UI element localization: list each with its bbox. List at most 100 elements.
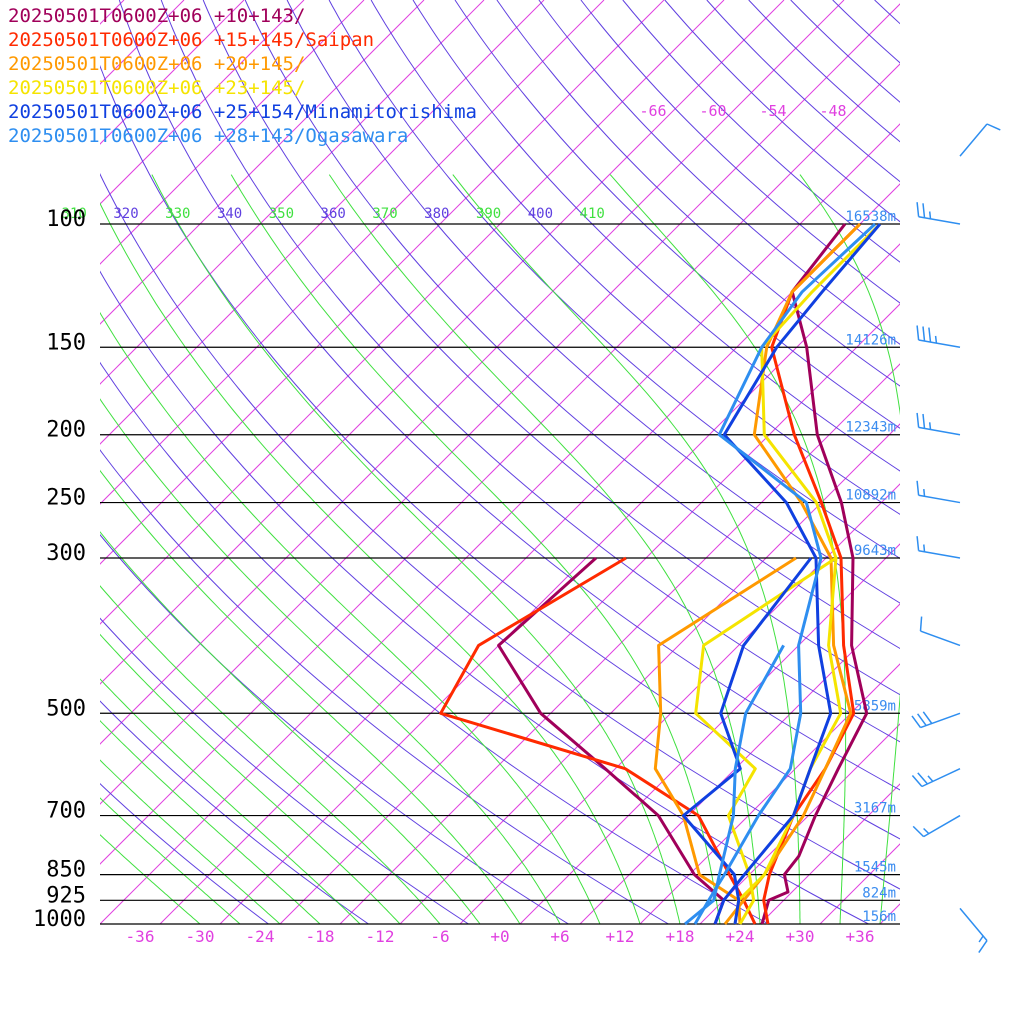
moist-adiabat-line <box>100 469 521 924</box>
isotherm-line <box>219 243 900 924</box>
dry-adiabat-line <box>328 0 900 559</box>
dewpoint-line <box>497 556 726 925</box>
dry-adiabat-line <box>100 449 669 924</box>
isotherm-line <box>100 3 900 805</box>
dry-adiabat-line <box>286 0 900 604</box>
x-tick-label: +18 <box>666 927 695 946</box>
theta-label: 410 <box>580 206 605 222</box>
pressure-label: 250 <box>46 486 86 511</box>
isotherm-line <box>100 0 425 325</box>
theta-label: 400 <box>528 206 553 222</box>
dry-adiabat-line <box>454 0 900 429</box>
dry-adiabat-line <box>100 700 369 924</box>
dry-adiabat-line <box>160 0 900 743</box>
isotherm-line <box>639 663 900 924</box>
moist-adiabat-line <box>230 174 721 924</box>
wind-barb <box>911 768 961 788</box>
series-5 <box>684 222 877 926</box>
legend-entry: 20250501T0600Z+06 +20+145/ <box>8 53 306 75</box>
temperature-line <box>762 222 862 925</box>
pressure-label: 1000 <box>33 907 86 932</box>
theta-label: 340 <box>217 206 242 222</box>
dry-adiabat-line <box>580 0 900 304</box>
x-tick-label: -30 <box>186 927 215 946</box>
isotherm-line <box>100 0 665 565</box>
x-tick-label: +24 <box>726 927 755 946</box>
isotherm-top-label: -60 <box>699 102 726 120</box>
moist-adiabat-line <box>100 585 441 924</box>
moist-adiabat-line <box>100 311 601 924</box>
wind-barb <box>916 412 961 436</box>
wind-barb <box>959 907 988 954</box>
height-label: 16538m <box>845 209 896 225</box>
theta-label: 330 <box>165 206 190 222</box>
isobars: 100 16538m 150 14126m 200 12343m 250 10892m 300 9… <box>33 207 900 932</box>
legend-entry: 20250501T0600Z+06 +23+145/ <box>8 77 306 99</box>
theta-label: 390 <box>476 206 501 222</box>
wind-barb <box>912 814 961 838</box>
isotherm-line <box>879 903 900 924</box>
height-label: 14126m <box>845 332 896 348</box>
isotherm-top-labels: -66 -60 -54 -48 <box>639 102 846 120</box>
dry-adiabat-line <box>118 0 900 791</box>
wind-barbs <box>911 123 1001 954</box>
dry-adiabat-line <box>100 534 569 924</box>
series-4 <box>681 223 882 925</box>
wind-barb <box>959 123 1001 157</box>
isotherm-line <box>279 303 900 924</box>
moist-adiabat-line <box>100 531 481 924</box>
height-label: 9643m <box>854 543 896 559</box>
isotherm-line <box>100 0 845 745</box>
theta-label: 370 <box>372 206 397 222</box>
isotherm-line <box>100 0 725 625</box>
legend-entry: 20250501T0600Z+06 +25+154/Minamitorishim… <box>8 101 477 123</box>
pressure-label: 150 <box>46 330 86 355</box>
dry-adiabat-line <box>622 0 900 263</box>
dewpoint-line <box>653 556 797 925</box>
x-tick-label: +6 <box>550 927 569 946</box>
moist-adiabat-line <box>100 759 281 924</box>
profiles <box>439 222 882 926</box>
theta-labels: 310 320 330 340 350 360 370 380 390 400 410 <box>62 206 605 222</box>
wind-barb <box>916 480 961 504</box>
wind-barb <box>916 325 961 349</box>
isotherm-line <box>100 0 305 205</box>
isotherm-line <box>819 843 900 924</box>
x-tick-label: -18 <box>306 927 335 946</box>
pressure-label: 300 <box>46 541 86 566</box>
dry-adiabat-line <box>538 0 900 345</box>
pressure-label: 700 <box>46 799 86 824</box>
isotherm-line <box>100 0 605 505</box>
isotherm-line <box>0 0 4 924</box>
isotherm-line <box>519 543 900 924</box>
isotherm-line <box>100 0 485 385</box>
dewpoint-line <box>694 556 837 925</box>
isotherm-line <box>100 0 785 685</box>
wind-barb <box>919 616 961 647</box>
moist-adiabat-line <box>151 174 681 924</box>
temperature-line <box>713 223 882 925</box>
isotherm-line <box>399 423 900 924</box>
moist-adiabat-line <box>100 633 401 924</box>
isotherm-line <box>100 0 545 445</box>
x-tick-label: +12 <box>606 927 635 946</box>
pressure-label: 925 <box>46 883 86 908</box>
x-tick-label: +36 <box>846 927 875 946</box>
theta-label: 310 <box>62 206 87 222</box>
dewpoint-line <box>684 644 785 926</box>
dry-adiabat-line <box>412 0 900 472</box>
moist-adiabat-line <box>799 174 900 924</box>
isotherm-line <box>339 363 900 924</box>
legend-entry: 20250501T0600Z+06 +15+145/Saipan <box>8 29 375 51</box>
pressure-label: 850 <box>46 858 86 883</box>
height-label: 824m <box>862 885 896 901</box>
isotherm-line <box>940 0 1024 924</box>
dry-adiabat-line <box>202 0 900 696</box>
theta-label: 380 <box>424 206 449 222</box>
moist-adiabat-line <box>100 678 361 924</box>
theta-label: 350 <box>269 206 294 222</box>
temperature-line <box>693 222 877 925</box>
height-label: 5859m <box>854 698 896 714</box>
theta-label: 360 <box>321 206 346 222</box>
